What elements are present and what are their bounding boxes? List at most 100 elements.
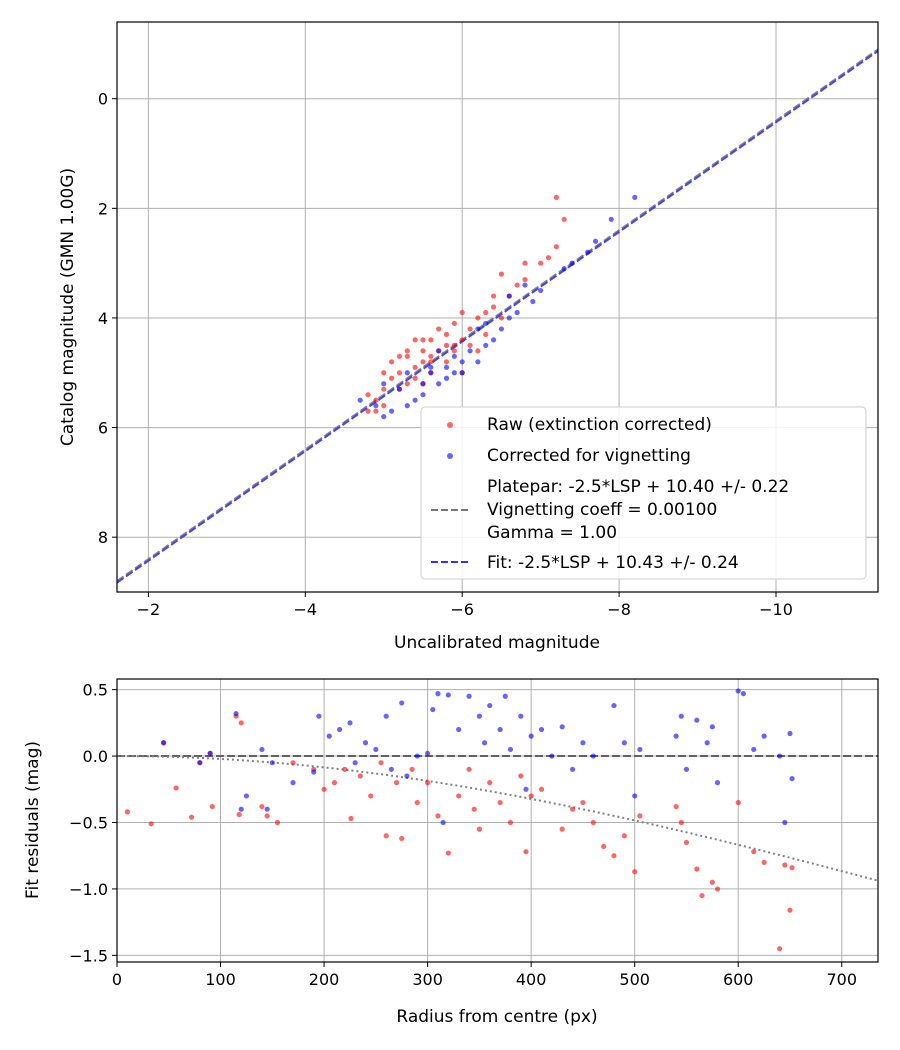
top-point-s0 — [396, 353, 403, 359]
bottom-point-s0 — [683, 839, 690, 846]
bottom-ytick-label: 0.5 — [83, 681, 108, 700]
top-point-s1 — [428, 370, 434, 376]
top-point-s0 — [420, 337, 426, 343]
top-point-s1 — [608, 216, 614, 222]
bottom-point-s0 — [425, 780, 431, 786]
bottom-xtick-label: 700 — [826, 970, 857, 989]
legend-platepar-line1: Platepar: -2.5*LSP + 10.40 +/- 0.22 — [487, 477, 789, 497]
bottom-ticks: 0 100 200 300 400 500 600 700 0.5 0.0 −0.5 −1.0 −1.5 — [69, 681, 857, 989]
bottom-point-s1 — [714, 780, 721, 786]
bottom-point-s0 — [476, 826, 482, 832]
top-ticks: −2 −4 −6 −8 −10 0 2 4 6 8 — [98, 90, 793, 619]
bottom-point-s1 — [481, 740, 488, 746]
bottom-point-s0 — [173, 785, 179, 791]
bottom-point-s0 — [787, 907, 793, 913]
top-xtick-label: −8 — [607, 600, 631, 619]
top-plot-frame — [116, 21, 879, 593]
top-point-s1 — [381, 414, 387, 420]
bottom-point-s0 — [238, 720, 244, 726]
top-xtick-label: −4 — [293, 600, 317, 619]
bottom-point-s1 — [243, 793, 250, 799]
bottom-point-s0 — [569, 806, 576, 812]
top-point-s1 — [451, 353, 457, 359]
top-point-s0 — [522, 276, 528, 283]
top-point-s0 — [396, 370, 403, 376]
bottom-point-s0 — [538, 786, 545, 792]
bottom-xtick-label: 100 — [205, 970, 236, 989]
top-point-s0 — [467, 326, 473, 332]
bottom-point-s1 — [316, 713, 322, 719]
bottom-point-s0 — [782, 862, 788, 868]
top-point-s0 — [514, 282, 520, 288]
bottom-point-s0 — [188, 814, 195, 820]
top-point-s0 — [467, 342, 473, 348]
bottom-point-s1 — [383, 713, 389, 719]
bottom-point-s0 — [678, 819, 684, 826]
top-point-s1 — [381, 381, 387, 387]
bottom-point-s1 — [373, 746, 379, 753]
top-point-s0 — [490, 293, 497, 299]
bottom-point-s0 — [497, 799, 503, 806]
bottom-point-s1 — [549, 753, 555, 759]
top-point-s0 — [420, 348, 426, 354]
top-xtick-label: −2 — [137, 600, 161, 619]
bottom-ytick-label: 0.0 — [83, 747, 108, 766]
top-point-s1 — [490, 337, 497, 343]
bottom-point-s1 — [404, 773, 410, 779]
bottom-xtick-label: 200 — [309, 970, 340, 989]
bottom-point-s0 — [487, 780, 493, 786]
bottom-point-s0 — [789, 865, 795, 871]
bottom-point-s1 — [269, 760, 275, 766]
bottom-point-s1 — [777, 753, 783, 759]
top-point-s1 — [388, 408, 395, 414]
top-point-s1 — [538, 287, 544, 294]
bottom-point-s0 — [348, 815, 354, 822]
bottom-point-s1 — [528, 733, 534, 739]
bottom-point-s1 — [611, 702, 617, 709]
bottom-point-s1 — [233, 710, 239, 717]
top-point-s0 — [420, 359, 426, 365]
bottom-point-s0 — [673, 803, 679, 810]
bottom-point-s0 — [414, 799, 420, 806]
top-point-s1 — [522, 282, 528, 288]
bottom-point-s1 — [445, 692, 451, 698]
top-point-s1 — [412, 397, 418, 403]
top-point-s1 — [420, 381, 426, 387]
top-point-s1 — [443, 364, 450, 370]
legend-raw-marker — [447, 422, 453, 428]
top-point-s0 — [498, 315, 505, 321]
bottom-xtick-label: 600 — [723, 970, 754, 989]
top-point-s0 — [412, 364, 418, 370]
bottom-point-s1 — [476, 713, 482, 719]
top-point-s0 — [443, 342, 450, 348]
top-point-s0 — [561, 216, 567, 222]
top-point-s0 — [373, 408, 379, 414]
bottom-point-s0 — [714, 886, 721, 892]
top-point-s0 — [412, 375, 418, 381]
top-point-s0 — [498, 271, 505, 277]
top-point-s0 — [381, 370, 387, 376]
bottom-point-s0 — [321, 786, 327, 792]
bottom-point-s1 — [632, 793, 638, 799]
top-point-s1 — [592, 238, 599, 244]
legend-platepar-line2: Vignetting coeff = 0.00100 — [487, 500, 717, 520]
top-ytick-label: 8 — [98, 528, 108, 547]
top-point-s1 — [451, 370, 457, 376]
bottom-xtick-label: 300 — [412, 970, 443, 989]
bottom-point-s1 — [683, 766, 690, 772]
top-point-s0 — [428, 359, 434, 365]
top-point-s0 — [553, 244, 559, 250]
top-point-s0 — [365, 392, 371, 398]
bottom-point-s1 — [787, 730, 793, 737]
top-point-s0 — [388, 375, 395, 381]
bottom-point-s1 — [238, 806, 244, 812]
top-point-s0 — [443, 359, 450, 365]
bottom-point-s0 — [331, 780, 338, 786]
bottom-chart: 0 100 200 300 400 500 600 700 0.5 0.0 −0.5 −1.0 −1.5… — [23, 678, 879, 1027]
bottom-point-s0 — [259, 803, 265, 810]
bottom-point-s0 — [368, 793, 374, 799]
bottom-point-s0 — [236, 811, 242, 818]
bottom-xtick-label: 500 — [619, 970, 650, 989]
legend-box — [420, 406, 867, 580]
